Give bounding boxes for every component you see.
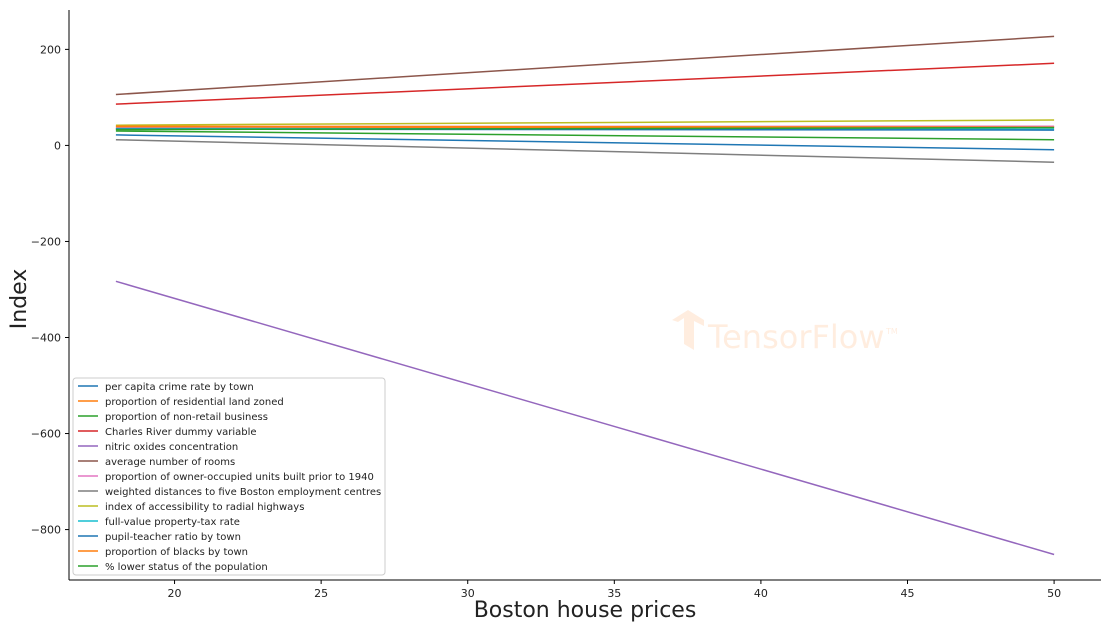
- x-tick-label: 25: [314, 587, 328, 600]
- legend-label: weighted distances to five Boston employ…: [105, 487, 381, 498]
- legend-label: average number of rooms: [105, 457, 235, 468]
- series-layer: [115, 35, 1055, 556]
- axes-layer: [68, 10, 1101, 581]
- legend-label: Charles River dummy variable: [105, 427, 257, 438]
- tensorflow-logo-icon: [672, 310, 704, 350]
- legend-label: full-value property-tax rate: [105, 517, 240, 528]
- x-tick-label: 45: [901, 587, 915, 600]
- legend-label: proportion of owner-occupied units built…: [105, 472, 374, 483]
- x-tick-label: 20: [168, 587, 182, 600]
- x-tick-label: 30: [461, 587, 475, 600]
- x-tick-label: 40: [754, 587, 768, 600]
- legend-label: pupil-teacher ratio by town: [105, 532, 241, 543]
- legend-label: per capita crime rate by town: [105, 382, 254, 393]
- legend-label: index of accessibility to radial highway…: [105, 502, 304, 513]
- series-line-4: [115, 280, 1055, 556]
- watermark-tm: TM: [885, 327, 898, 336]
- y-tick-label: −200: [31, 235, 61, 248]
- legend-label: proportion of non-retail business: [105, 412, 268, 423]
- tensorflow-watermark: TensorFlow TM: [672, 310, 898, 356]
- series-line-8: [115, 119, 1055, 126]
- series-line-0: [115, 134, 1055, 151]
- series-line-5: [115, 35, 1055, 96]
- y-ticks: −800 −600 −400 −200 0 200: [31, 43, 69, 537]
- legend-box: [72, 377, 386, 576]
- x-axis-label: Boston house prices: [474, 598, 697, 623]
- series-line-7: [115, 138, 1055, 163]
- legend: per capita crime rate by town proportion …: [72, 377, 386, 576]
- y-tick-label: −600: [31, 428, 61, 441]
- series-line-12: [115, 126, 1055, 131]
- y-axis-label: Index: [7, 269, 32, 330]
- y-tick-label: −800: [31, 524, 61, 537]
- series-line-2: [115, 130, 1055, 141]
- legend-label: % lower status of the population: [105, 562, 268, 573]
- legend-label: nitric oxides concentration: [105, 442, 238, 453]
- series-line-3: [115, 62, 1055, 105]
- legend-items: per capita crime rate by town proportion …: [78, 382, 381, 573]
- legend-label: proportion of residential land zoned: [105, 397, 284, 408]
- y-tick-label: 0: [54, 139, 61, 152]
- x-ticks: 20 25 30 35 40 45 50: [168, 580, 1061, 600]
- legend-label: proportion of blacks by town: [105, 547, 248, 558]
- y-tick-label: 200: [40, 43, 61, 56]
- series-line-11: [115, 125, 1055, 128]
- x-tick-label: 50: [1047, 587, 1061, 600]
- x-tick-label: 35: [607, 587, 621, 600]
- y-tick-label: −400: [31, 331, 61, 344]
- watermark-text: TensorFlow: [707, 318, 885, 356]
